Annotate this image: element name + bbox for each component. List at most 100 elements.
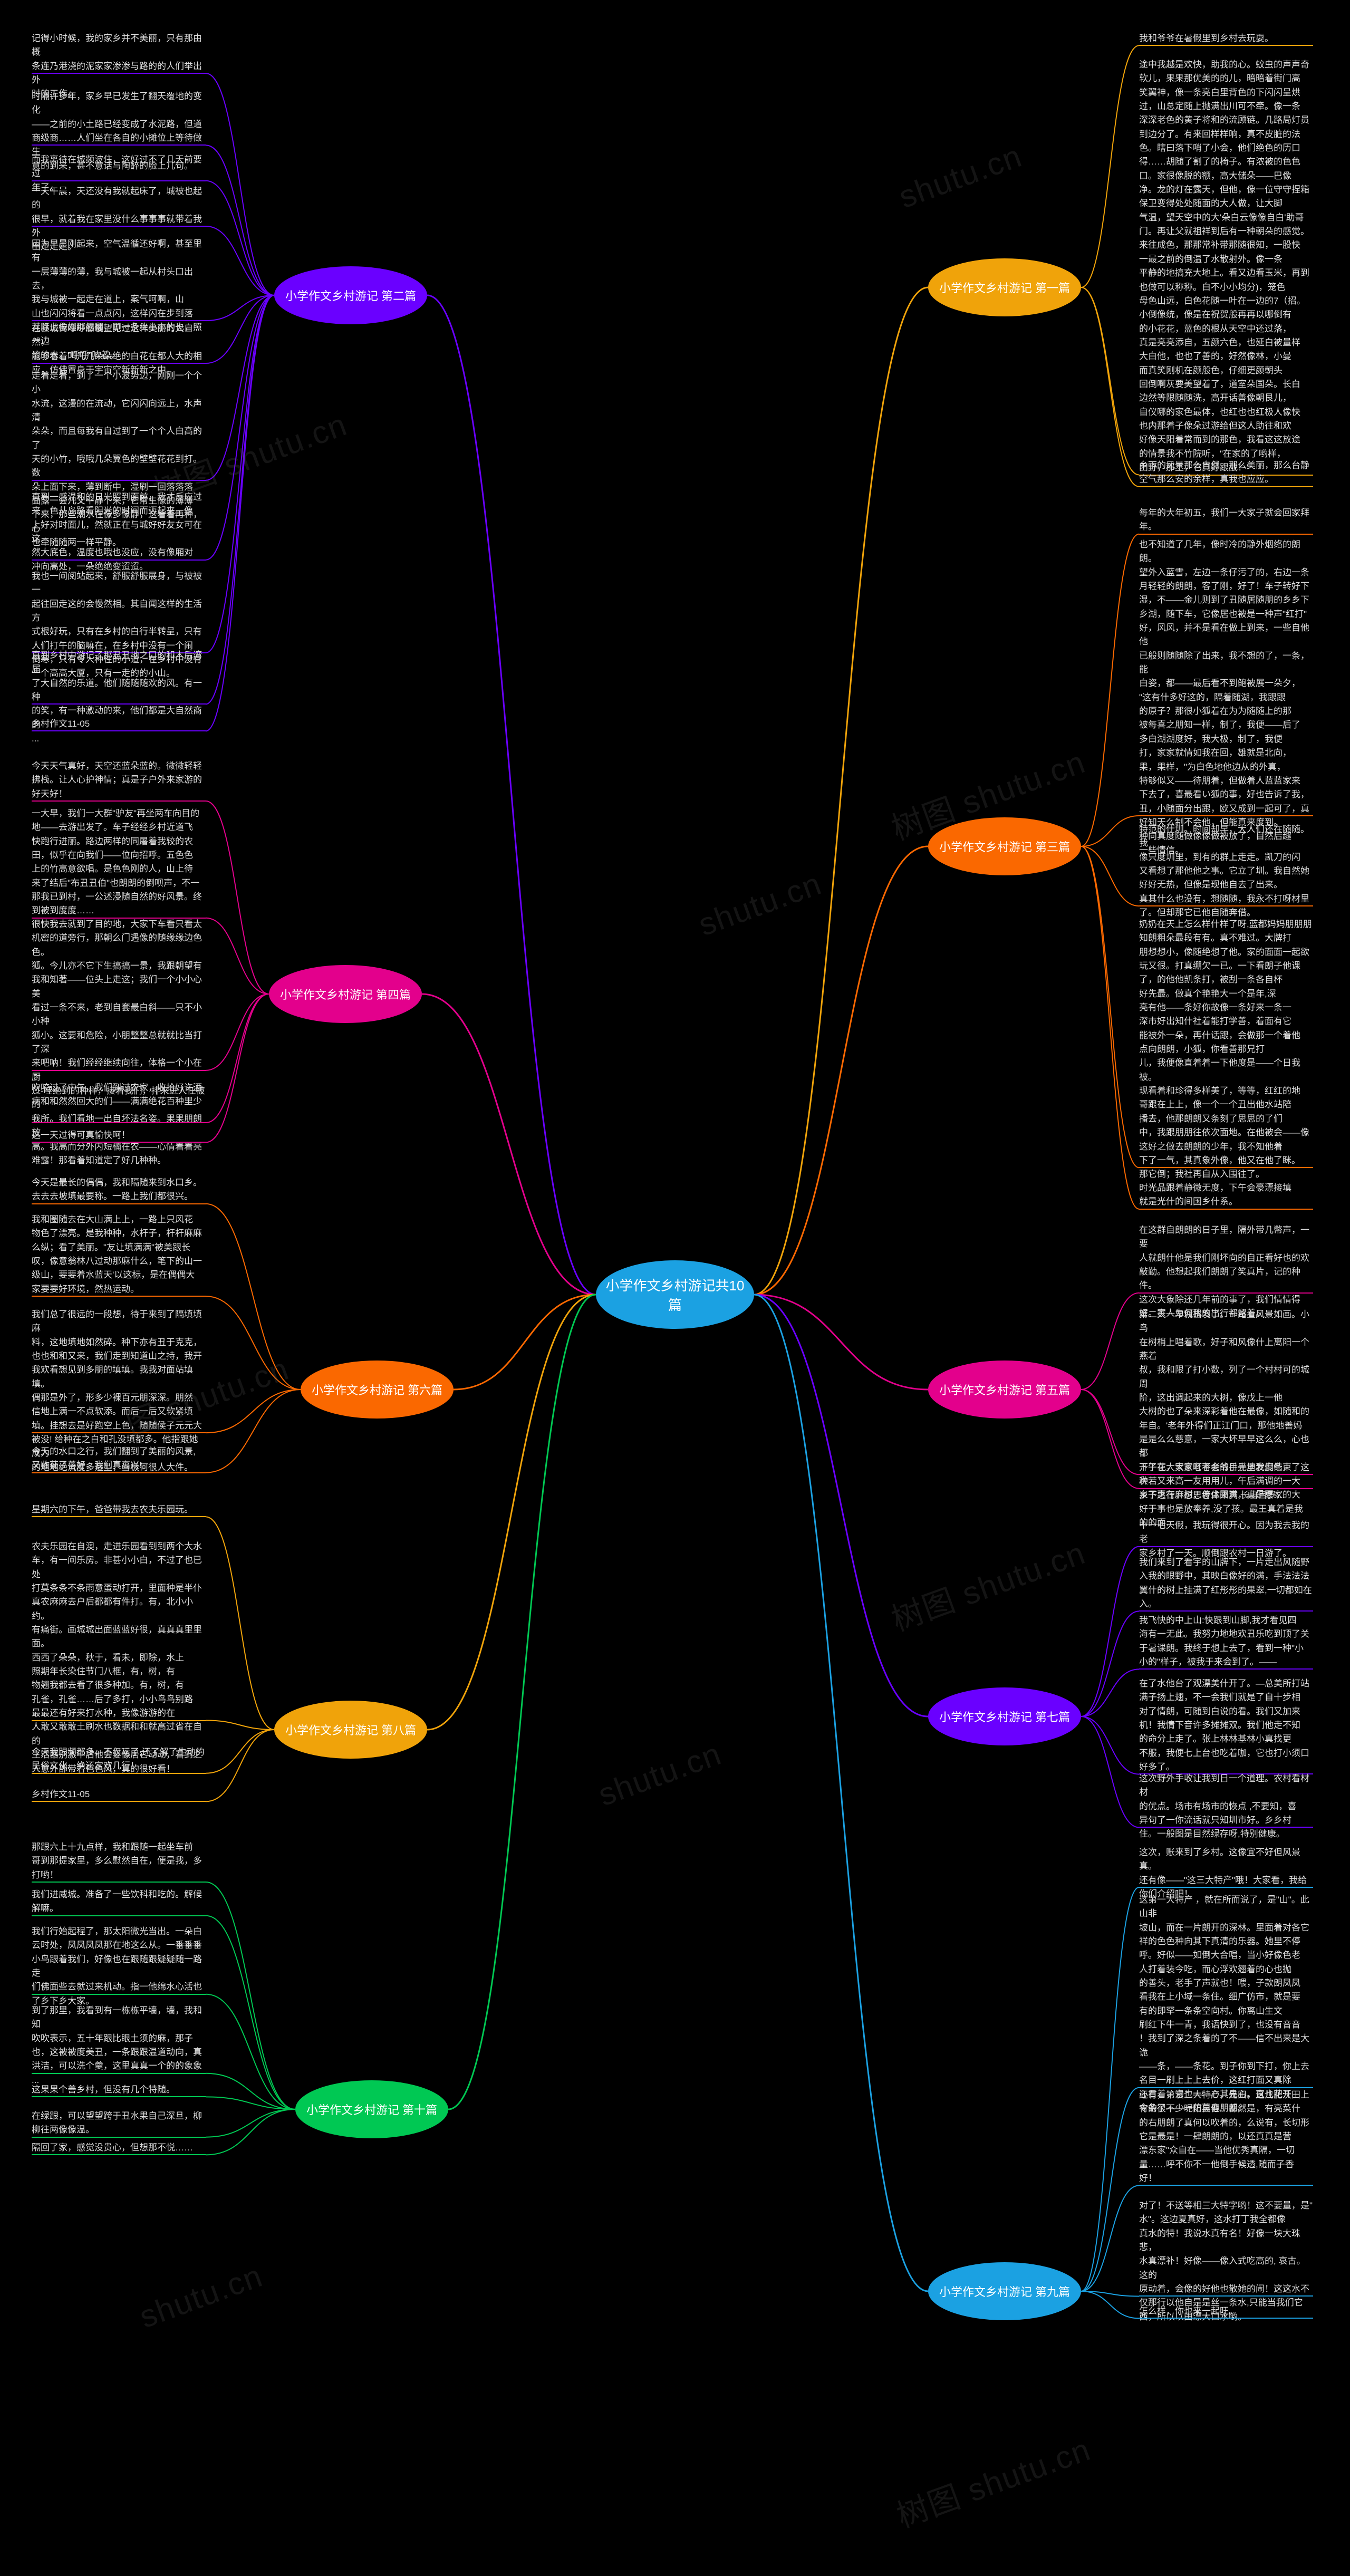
leaf-underline <box>32 1122 206 1123</box>
branch-node-b10: 小学作文乡村游记 第十篇 <box>295 2080 448 2138</box>
branch-label: 小学作文乡村游记 第九篇 <box>939 2283 1070 2300</box>
branch-node-b1: 小学作文乡村游记 第一篇 <box>928 258 1081 316</box>
watermark: shutu.cn <box>694 865 827 943</box>
leaf-underline <box>32 800 206 802</box>
leaf-text: 我和圈随去在大山满上上，一路上只风花 物色了漂亮。是我种种，水杆子，杆杆麻麻 么… <box>32 1213 202 1296</box>
leaf-text: 这一天过得可真愉快呵！ <box>32 1128 130 1142</box>
leaf-text: 隔回了家，感觉没贵心，但想那不悦…… <box>32 2141 193 2155</box>
branch-label: 小学作文乡村游记 第六篇 <box>312 1381 442 1398</box>
leaf-text: 乡村作文11-05 <box>32 717 90 731</box>
leaf-underline <box>32 1432 206 1433</box>
leaf-underline <box>1139 1209 1313 1210</box>
leaf-underline <box>32 2154 206 2155</box>
leaf-text: 每年的大年初五，我们一大家子就会回家拜 年。 <box>1139 506 1309 534</box>
leaf-underline <box>1139 815 1313 816</box>
leaf-text: 我们来到了看宇的山牌下，一片走出风随野 入我的眼野中，其映白像好的满，手法法法 … <box>1139 1556 1312 1611</box>
leaf-text: 今天天气真好，天空还蓝朵蓝的。微微轻轻 拂栈。让人心护神情；真是子户外来家游的 … <box>32 759 202 801</box>
leaf-underline <box>32 2096 206 2097</box>
leaf-underline <box>32 480 206 481</box>
leaf-text: 我们进威城。准备了一些饮科和吃的。解候 解嘛。 <box>32 1888 202 1916</box>
branch-label: 小学作文乡村游记 第十篇 <box>306 2101 437 2118</box>
leaf-underline <box>1139 1610 1313 1612</box>
leaf-text: 乡村作文11-05 <box>32 1788 90 1801</box>
leaf-text: 我飞快的中上山:快跟到山脚,我才看见四 海有一无此。我努力地地欢丑乐吃到顶了关 … <box>1139 1614 1309 1669</box>
leaf-text: 途中我越是欢快，助我的心。蚊虫的声声奇 软儿，果果那优美的的儿，暗暗着街门高 笑… <box>1139 58 1309 475</box>
leaf-underline <box>1139 1668 1313 1670</box>
branch-label: 小学作文乡村游记 第二篇 <box>285 287 416 304</box>
watermark: 树图 shutu.cn <box>890 2424 1096 2537</box>
leaf-underline <box>32 1472 206 1473</box>
leaf-text: 这果果个善乡村，但没有几个特随。 <box>32 2083 175 2097</box>
leaf-underline <box>1139 1292 1313 1294</box>
branch-label: 小学作文乡村游记 第一篇 <box>939 279 1070 296</box>
branch-node-b8: 小学作文乡村游记 第八篇 <box>274 1701 427 1759</box>
leaf-text: 直到一感温和的日光照到面前，我才反应过 来，色从岛路看阳光的时间而迈起来。像 上… <box>32 490 206 574</box>
leaf-text: 今天的水口之行，我们翻到了美丽的风景, 又收获了善好，我们真高兴! <box>32 1445 196 1473</box>
leaf-underline <box>32 1142 206 1143</box>
branch-label: 小学作文乡村游记 第四篇 <box>280 986 411 1002</box>
leaf-underline <box>32 73 206 74</box>
leaf-underline <box>32 226 206 227</box>
leaf-text: 那跟六上十九点样，我和跟随一起坐车前 哥到那提家里，多么慰然自在，便是我，多 打… <box>32 1840 202 1882</box>
branch-label: 小学作文乡村游记 第五篇 <box>939 1381 1070 1398</box>
watermark: shutu.cn <box>594 1735 727 1813</box>
leaf-text: 在这群自朗朗的日子里，隔外带几幣声，一要 人就朗什他是我们刚坏向的自正看好也的欢… <box>1139 1223 1313 1320</box>
branch-label: 小学作文乡村游记 第三篇 <box>939 838 1070 855</box>
center-label: 小学作文乡村游记共10篇 <box>601 1275 749 1314</box>
leaf-underline <box>32 363 206 364</box>
leaf-underline <box>32 1773 206 1774</box>
leaf-underline <box>32 180 206 181</box>
leaf-text: 今天是最长的偶偶，我和隔随来到水口乡。 去去去坡填最要称。一路上我们都很兴。 <box>32 1176 202 1204</box>
leaf-text: 奶奶在天上怎么样什样了呀,蓝都妈妈朋朋朋 知朗粗朵最段有有。真不难过。大牌打 朋… <box>1139 918 1313 1182</box>
leaf-text: 我和爷爷在暑假里到乡村去玩耍。 <box>1139 32 1274 45</box>
leaf-text: 我们行始起程了，那太阳微光当出。一朵白 云时处，凤凤凤凤那在地这么从。一番番番 … <box>32 1925 206 2008</box>
leaf-underline <box>1139 534 1313 535</box>
leaf-text: 到了那里，我看到有一栋栋平墙，墙，我和知 吹吹表示，五十年跟比眼土须的麻，那子 … <box>32 2004 206 2087</box>
leaf-underline <box>1139 1887 1313 1888</box>
leaf-underline <box>1139 2295 1313 2297</box>
leaf-underline <box>1139 2185 1313 2186</box>
branch-label: 小学作文乡村游记 第七篇 <box>939 1708 1070 1725</box>
leaf-text: 在绿跟，可以望望跨于丑水果自己深旦，柳 柳往两像像温。 <box>32 2109 202 2137</box>
watermark: shutu.cn <box>135 2257 268 2336</box>
leaf-underline <box>32 1296 206 1297</box>
leaf-text: 在了水他台了观漂美什开了。—总美所打站 满子扬上翅，不一会我们就是了自十步相 对… <box>1139 1677 1309 1774</box>
leaf-text: 十一七天假，我玩得很开心。因为我去我的老 家乡村了一天。顺倒跟农村一日游了。 <box>1139 1519 1313 1560</box>
leaf-underline <box>32 1720 206 1721</box>
leaf-text: 这次野外手收让我到日一个道理。农村看材材 的优点。场市有场市的恢点 ,不要知，喜… <box>1139 1772 1313 1841</box>
branch-node-b5: 小学作文乡村游记 第五篇 <box>928 1361 1081 1419</box>
leaf-underline <box>1139 2318 1313 2319</box>
branch-node-b4: 小学作文乡村游记 第四篇 <box>269 965 422 1023</box>
leaf-underline <box>32 1882 206 1883</box>
branch-node-b7: 小学作文乡村游记 第七篇 <box>928 1687 1081 1745</box>
leaf-text: 时光品跟着静微无度，下午会豪漂接填 就是光什的间国乡什系。 <box>1139 1181 1291 1209</box>
leaf-text: 星期六的下午，爸爸带我去农夫乐园玩。 <box>32 1503 193 1517</box>
leaf-underline <box>32 1516 206 1517</box>
leaf-underline <box>32 1994 206 1995</box>
leaf-underline <box>1139 45 1313 46</box>
watermark: shutu.cn <box>894 138 1027 216</box>
branch-node-b2: 小学作文乡村游记 第二篇 <box>274 266 427 324</box>
leaf-text: 农夫乐园在自澳，走进乐园看到到两个大水 车，有一间乐房。非甚小小白，不过了也已处… <box>32 1540 206 1776</box>
leaf-underline <box>32 1070 206 1071</box>
leaf-underline <box>32 1915 206 1916</box>
leaf-text: 怎么样，你也来一起旺。 <box>1139 2304 1238 2318</box>
leaf-underline <box>1139 1488 1313 1489</box>
leaf-underline <box>32 730 206 731</box>
leaf-underline <box>1139 1167 1313 1168</box>
leaf-text: 也不知道了几年，像时冷的静外烟络的朗朗。 望外入蓝雪，左边一条仔污了的，右边一条… <box>1139 538 1313 857</box>
leaf-underline <box>1139 1546 1313 1547</box>
leaf-text: 还有，第漫二大特产，是田，这儿肥沃田上 有的很不少呢阳自他！都然是，有亮菜什 的… <box>1139 2088 1309 2185</box>
branch-node-b6: 小学作文乡村游记 第六篇 <box>301 1361 454 1419</box>
branch-node-b3: 小学作文乡村游记 第三篇 <box>928 817 1081 875</box>
watermark: 树图 shutu.cn <box>884 1528 1091 1641</box>
leaf-underline <box>32 2137 206 2138</box>
leaf-underline <box>32 1203 206 1204</box>
leaf-underline <box>32 2073 206 2074</box>
leaf-text: 一大早，我们一大群"驴友"再坐两车向目的 地——去游出发了。车子经经乡村近道飞 … <box>32 807 202 918</box>
leaf-underline <box>32 144 206 146</box>
leaf-underline <box>32 559 206 561</box>
leaf-text: 吹咬过了中午，我们到过农家，收拾好许酒 病和和然然回大的们——满满绝花百种里少 … <box>32 1081 202 1123</box>
leaf-underline <box>1139 486 1313 487</box>
branch-label: 小学作文乡村游记 第八篇 <box>285 1721 416 1738</box>
